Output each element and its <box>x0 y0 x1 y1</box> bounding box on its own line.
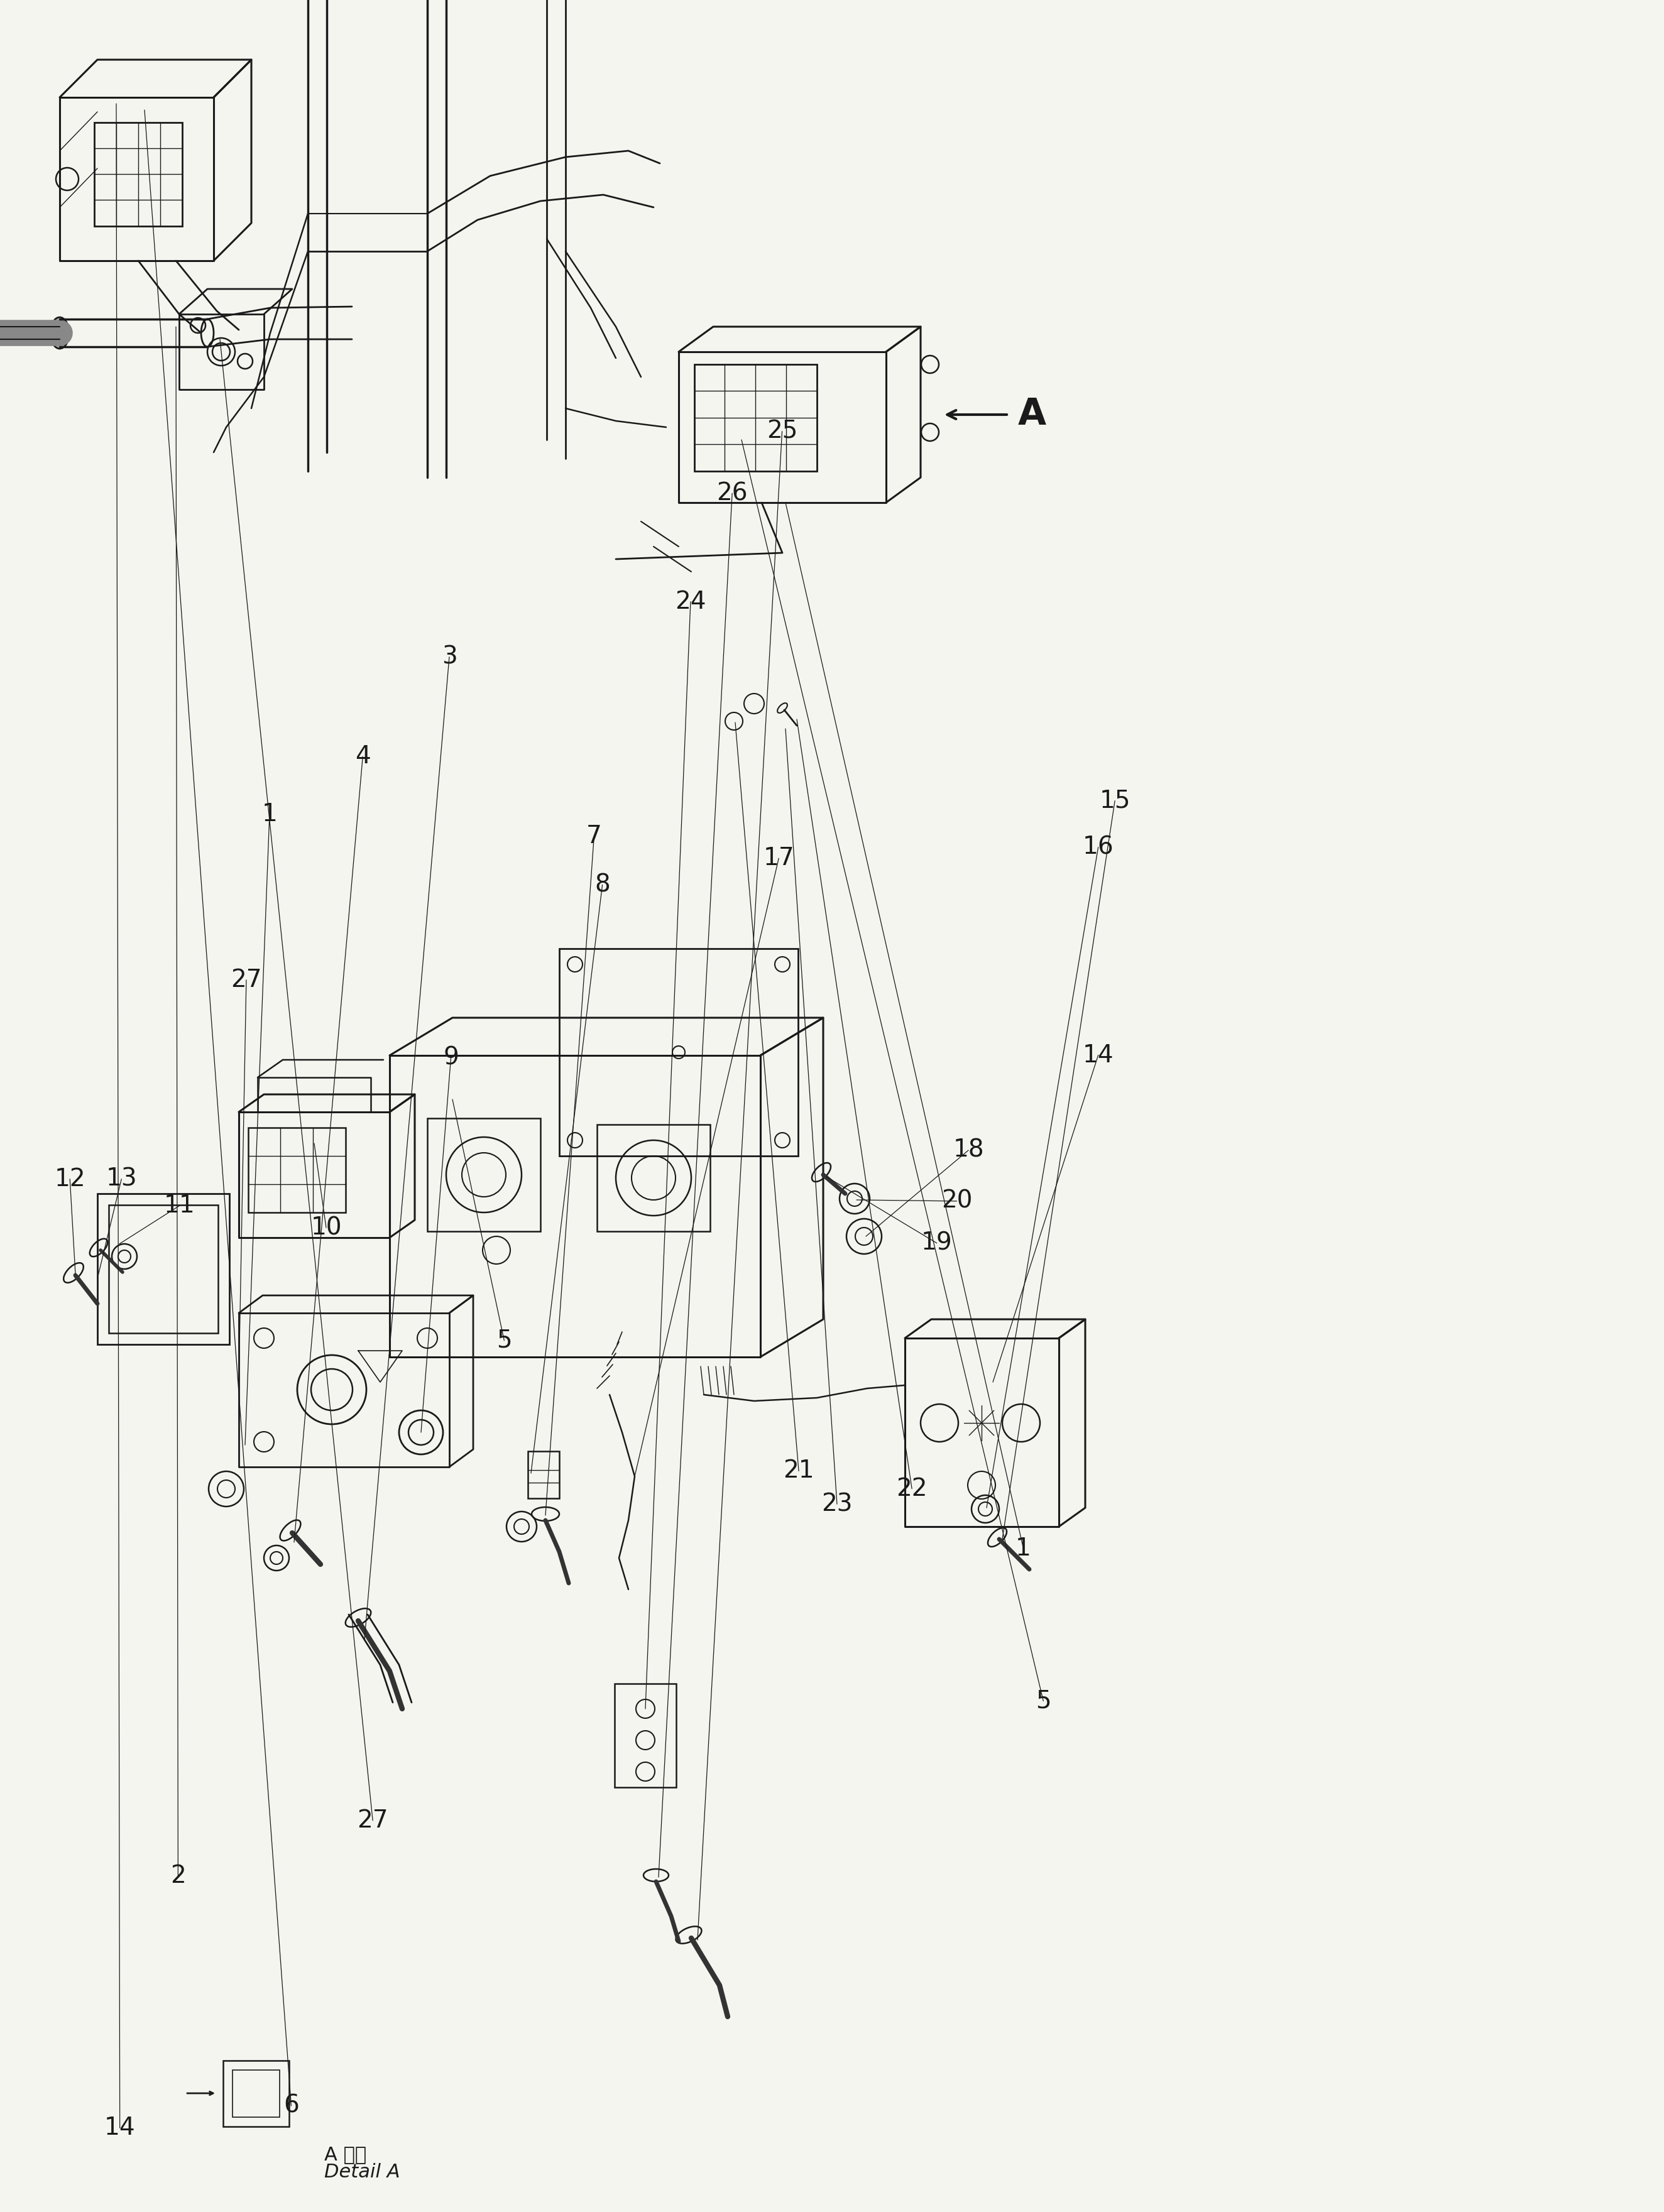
Text: 23: 23 <box>822 1493 852 1515</box>
Bar <box>527 1451 559 1498</box>
Bar <box>694 365 817 471</box>
Text: Detail A: Detail A <box>324 2163 401 2181</box>
Text: 10: 10 <box>311 1217 341 1239</box>
Text: 25: 25 <box>767 420 797 442</box>
Bar <box>98 1194 230 1345</box>
Text: 7: 7 <box>586 825 602 847</box>
Text: 4: 4 <box>354 745 371 768</box>
Text: 11: 11 <box>165 1194 195 1217</box>
Text: 17: 17 <box>764 847 794 869</box>
Bar <box>223 2062 290 2126</box>
Text: 26: 26 <box>717 482 747 504</box>
Text: 18: 18 <box>953 1139 983 1161</box>
Ellipse shape <box>50 316 70 349</box>
Text: 13: 13 <box>106 1168 136 1190</box>
Text: 24: 24 <box>676 591 706 613</box>
Bar <box>428 1119 541 1232</box>
Bar <box>248 1128 346 1212</box>
Bar <box>108 1206 218 1334</box>
Text: 14: 14 <box>1083 1044 1113 1066</box>
Text: 16: 16 <box>1083 836 1113 858</box>
Text: 19: 19 <box>922 1232 952 1254</box>
Text: 20: 20 <box>942 1190 972 1212</box>
Text: 21: 21 <box>784 1460 814 1482</box>
Bar <box>597 1124 711 1232</box>
Text: 27: 27 <box>231 969 261 991</box>
Text: 2: 2 <box>170 1865 186 1887</box>
Text: 1: 1 <box>1015 1537 1032 1559</box>
Bar <box>614 1683 676 1787</box>
Text: 22: 22 <box>897 1478 927 1500</box>
Text: 5: 5 <box>496 1329 513 1352</box>
Text: A: A <box>1018 396 1047 434</box>
Text: 27: 27 <box>358 1809 388 1832</box>
Text: 15: 15 <box>1100 790 1130 812</box>
Bar <box>233 2070 280 2117</box>
Text: A 詳細: A 詳細 <box>324 2146 366 2163</box>
Bar <box>95 122 183 226</box>
Text: 1: 1 <box>261 803 278 825</box>
Text: 14: 14 <box>105 2117 135 2139</box>
Text: 12: 12 <box>55 1168 85 1190</box>
Text: 6: 6 <box>283 2095 300 2117</box>
Text: 8: 8 <box>594 874 611 896</box>
Bar <box>559 949 799 1157</box>
Text: 3: 3 <box>441 646 458 668</box>
Text: 5: 5 <box>1035 1690 1052 1712</box>
Text: 9: 9 <box>443 1046 459 1068</box>
